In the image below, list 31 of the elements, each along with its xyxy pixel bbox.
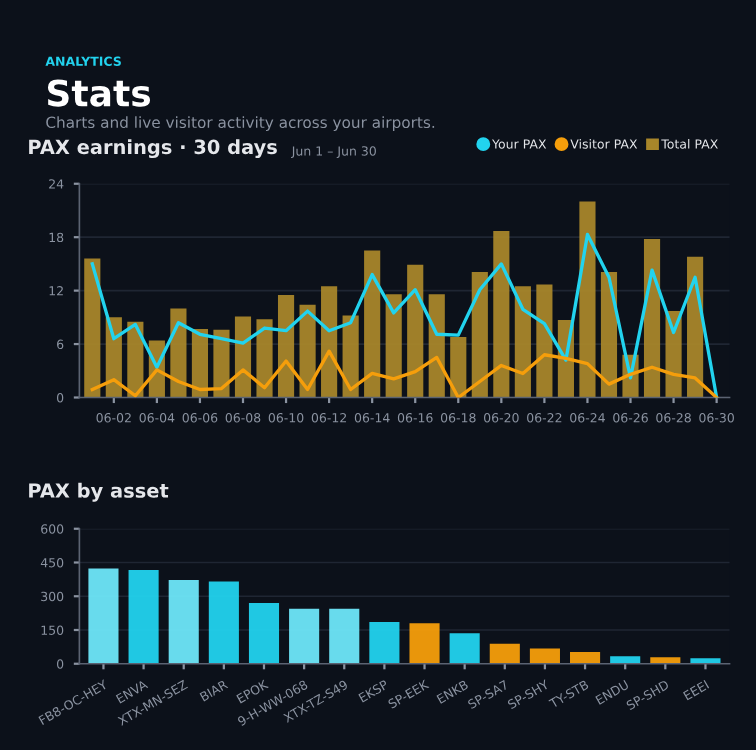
bar (650, 657, 681, 664)
bar (514, 286, 531, 398)
bar (610, 656, 641, 664)
bar (168, 580, 199, 664)
line-series (90, 349, 719, 398)
bar (471, 271, 488, 398)
bar (449, 633, 480, 664)
bar (84, 258, 101, 398)
bar (128, 569, 159, 664)
chart-title: PAX earnings · 30 days (29, 139, 277, 159)
bar (489, 643, 520, 664)
bar (690, 658, 721, 664)
bar (493, 230, 510, 398)
chart-title: PAX by asset (29, 482, 169, 502)
bar (570, 652, 601, 664)
bar (329, 608, 360, 664)
bar (385, 294, 402, 398)
bar (369, 621, 400, 664)
bar (88, 568, 119, 664)
bar (450, 336, 467, 398)
text: Stats (47, 79, 151, 107)
bar (529, 648, 560, 664)
line-series (90, 232, 719, 398)
bar (579, 201, 596, 398)
bar (409, 623, 440, 664)
bar (289, 608, 320, 664)
bar (536, 284, 553, 398)
bar (407, 264, 424, 398)
bar (208, 581, 239, 664)
bar (248, 603, 280, 664)
bar (364, 250, 381, 398)
